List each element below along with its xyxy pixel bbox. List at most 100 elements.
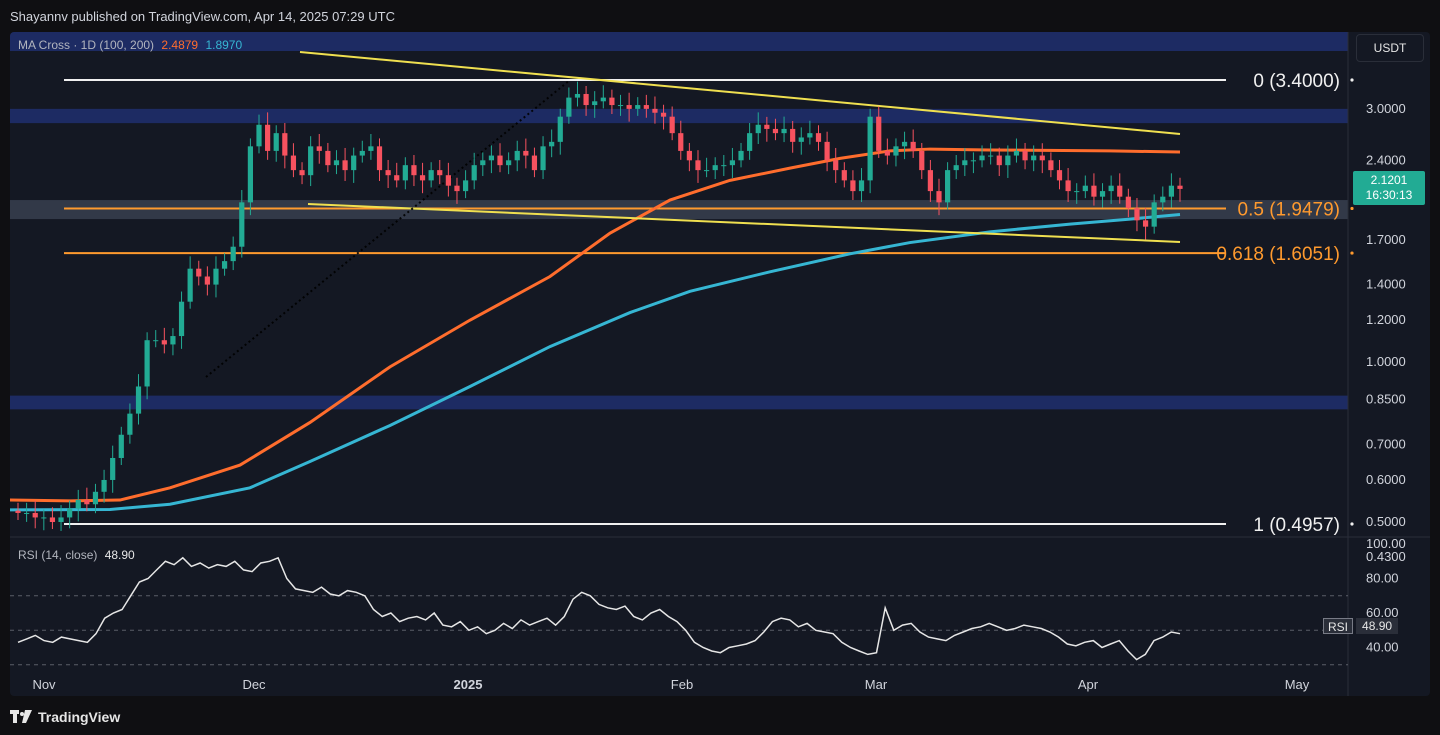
candle-body: [1039, 155, 1045, 161]
candle-body: [566, 97, 572, 117]
fib-label-2: 0.618 (1.6051): [1216, 244, 1340, 265]
candle-body: [1022, 150, 1028, 161]
price-tick-label: 1.0000: [1366, 354, 1406, 369]
fib-dot-0: [1350, 78, 1354, 82]
candle-body: [118, 434, 124, 458]
candle-body: [988, 155, 994, 157]
candle-body: [514, 150, 520, 161]
price-chart[interactable]: 0 (3.4000) 0.5 (1.9479) 0.618 (1.6051) 1 (0…: [10, 32, 1430, 696]
rsi-badge-tag: RSI: [1323, 618, 1354, 634]
candle-body: [385, 170, 391, 176]
candle-body: [979, 155, 985, 161]
candle-body: [402, 165, 408, 181]
candle-body: [153, 340, 159, 342]
ma100-line: [10, 147, 1181, 503]
candle-body: [970, 160, 977, 162]
candle-body: [1177, 185, 1183, 189]
candle-body: [884, 150, 890, 156]
candle-body: [703, 170, 710, 172]
candle-body: [592, 101, 598, 106]
candle-body: [850, 180, 856, 192]
price-tick-label: 0.7000: [1366, 436, 1406, 451]
tradingview-logo[interactable]: TradingView: [10, 709, 120, 725]
candle-body: [747, 133, 753, 151]
candle-body: [488, 155, 495, 161]
candle-body: [738, 150, 744, 161]
candle-body: [815, 133, 822, 142]
candle-body: [110, 457, 116, 480]
currency-button[interactable]: USDT: [1356, 34, 1424, 62]
candle-body: [1142, 220, 1149, 227]
candle-body: [626, 105, 632, 109]
candle-body: [772, 128, 779, 134]
candle-body: [1005, 155, 1011, 166]
candle-body: [24, 512, 30, 514]
candle-body: [15, 510, 21, 513]
candle-body: [936, 191, 942, 203]
candle-body: [101, 479, 107, 492]
candle-body: [807, 133, 813, 138]
candle-body: [497, 155, 503, 166]
candle-body: [583, 93, 589, 106]
candle-body: [230, 246, 236, 262]
ma200-value: 1.8970: [205, 38, 243, 52]
candle-body: [1065, 180, 1071, 192]
candle-body: [721, 165, 727, 167]
candle-body: [755, 124, 761, 134]
candle-body: [858, 180, 865, 192]
candle-body: [144, 340, 150, 387]
candle-body: [893, 146, 899, 156]
current-price-badge: 2.1201 16:30:13: [1353, 171, 1425, 205]
candle-body: [84, 500, 90, 505]
candle-body: [643, 105, 649, 109]
price-tick-label: 3.0000: [1366, 101, 1406, 116]
resistance-zone: [10, 108, 1348, 124]
candle-body: [660, 112, 667, 117]
candle-body: [945, 170, 951, 203]
candle-body: [841, 170, 847, 181]
candle-body: [686, 150, 692, 161]
candle-body: [574, 93, 581, 98]
candle-body: [824, 141, 830, 161]
ma-cross-legend: MA Cross · 1D (100, 200) 2.4879 1.8970: [18, 38, 242, 52]
rsi-line: [17, 556, 1181, 661]
candle-body: [178, 301, 185, 337]
ma-cross-label: MA Cross · 1D (100, 200): [18, 38, 155, 52]
candle-body: [695, 160, 701, 171]
candle-body: [437, 170, 443, 176]
bottom-bar: TradingView: [0, 700, 1440, 735]
candle-body: [609, 97, 615, 106]
candle-body: [1099, 191, 1106, 197]
candle-body: [1125, 196, 1131, 209]
price-tick-label: 1.2000: [1366, 312, 1406, 327]
candle-body: [1108, 185, 1114, 192]
candle-body: [712, 165, 718, 171]
candle-body: [953, 165, 959, 171]
rsi-tick-label: 100.00: [1366, 536, 1406, 551]
wedge-upper-line: [299, 51, 1181, 135]
published-info: Shayannv published on TradingView.com, A…: [10, 9, 395, 24]
candle-body: [867, 116, 873, 181]
fib-dot-1: [1350, 206, 1354, 211]
candle-body: [790, 128, 796, 142]
candle-body: [557, 116, 563, 142]
candle-body: [531, 155, 538, 171]
candle-body: [652, 108, 658, 113]
candle-body: [445, 175, 451, 186]
rsi-legend-value: 48.90: [104, 548, 135, 562]
candle-body: [669, 116, 675, 134]
rsi-badge-value: 48.90: [1356, 618, 1399, 634]
chart-frame[interactable]: 0 (3.4000) 0.5 (1.9479) 0.618 (1.6051) 1 (0…: [10, 32, 1430, 696]
candle-body: [58, 517, 64, 523]
candle-body: [1151, 202, 1157, 227]
candle-body: [781, 128, 787, 134]
wedge-lower-line: [307, 203, 1181, 243]
resistance-zone-top: [10, 32, 1348, 51]
candle-body: [161, 340, 167, 345]
candle-body: [265, 124, 271, 151]
candle-body: [523, 150, 529, 156]
candle-body: [187, 268, 193, 302]
candle-body: [135, 386, 142, 414]
candle-body: [729, 160, 736, 166]
price-tick-label: 0.4300: [1366, 549, 1406, 564]
